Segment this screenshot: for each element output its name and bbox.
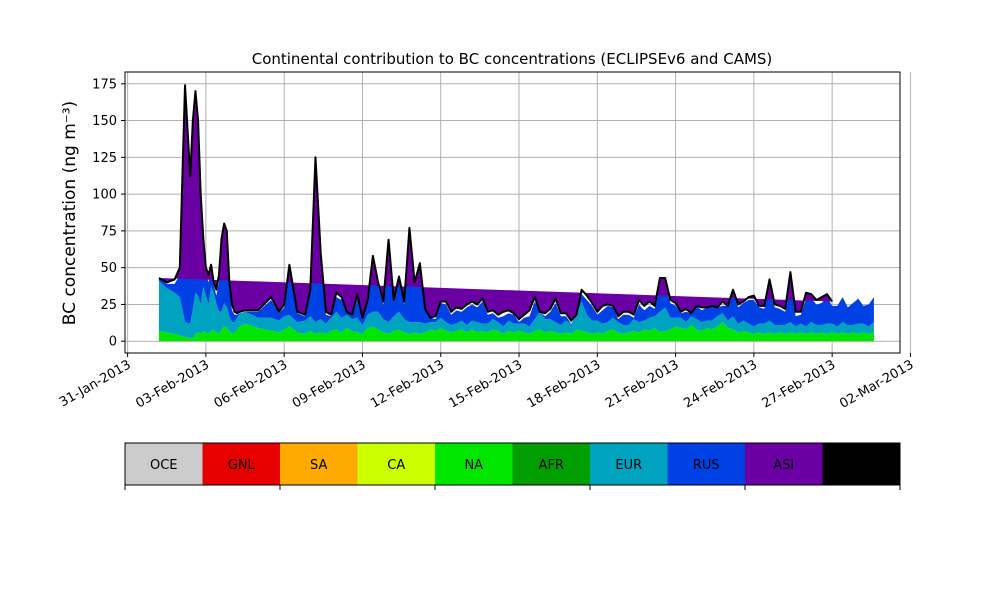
- chart-title: Continental contribution to BC concentra…: [252, 50, 773, 68]
- y-axis: 0 25 50 75 100 125 150 175: [92, 77, 125, 350]
- total-line-layer: [158, 84, 833, 322]
- legend-label-asi: ASI: [773, 458, 794, 473]
- area-eur: [158, 280, 874, 339]
- total-line: [158, 84, 833, 322]
- x-axis: 31-Jan-2013 03-Feb-2013 06-Feb-2013 09-Feb-…: [57, 353, 916, 412]
- legend-swatch-sa: [280, 443, 358, 485]
- legend-swatch-na: [435, 443, 513, 485]
- x-tick-label: 02-Mar-2013: [837, 357, 916, 411]
- x-tick-label: 27-Feb-2013: [760, 357, 839, 411]
- x-tick-label: 03-Feb-2013: [133, 357, 212, 411]
- y-tick-label: 175: [92, 77, 117, 92]
- legend-swatch-gnl: [202, 443, 280, 485]
- legend-swatch-rus: [667, 443, 745, 485]
- x-tick-label: 09-Feb-2013: [290, 357, 369, 411]
- legend-label-rus: RUS: [693, 458, 720, 473]
- legend-swatch-aus: [822, 443, 900, 485]
- legend-label-na: NA: [464, 458, 483, 473]
- legend-swatch-asi: [745, 443, 823, 485]
- x-tick-label: 15-Feb-2013: [446, 357, 525, 411]
- legend-swatch-ca: [357, 443, 435, 485]
- legend-swatch-oce: [125, 443, 203, 485]
- stacked-areas: [158, 85, 874, 342]
- legend-swatch-afr: [512, 443, 590, 485]
- x-tick-label: 31-Jan-2013: [57, 357, 134, 410]
- legend-label-oce: OCE: [150, 458, 178, 473]
- legend-label-eur: EUR: [615, 458, 642, 473]
- x-tick-label: 18-Feb-2013: [525, 357, 604, 411]
- y-tick-label: 75: [100, 224, 117, 239]
- x-tick-label: 06-Feb-2013: [212, 357, 291, 411]
- y-tick-label: 125: [92, 151, 117, 166]
- y-tick-label: 25: [100, 298, 117, 313]
- legend-label-aus: AUS: [848, 458, 875, 473]
- legend-label-sa: SA: [310, 458, 327, 473]
- x-tick-label: 24-Feb-2013: [681, 357, 760, 411]
- x-tick-label: 12-Feb-2013: [368, 357, 447, 411]
- plot-frame: [124, 71, 901, 354]
- legend-label-afr: AFR: [539, 458, 564, 473]
- y-tick-label: 100: [92, 188, 117, 203]
- x-tick-label: 21-Feb-2013: [603, 357, 682, 411]
- y-axis-label: BC concentration (ng m⁻³): [60, 101, 80, 325]
- legend: OCE GNL SA CA NA AFR EUR RUS ASI AUS: [124, 442, 901, 490]
- legend-label-ca: CA: [387, 458, 405, 473]
- y-tick-label: 150: [92, 114, 117, 129]
- legend-label-gnl: GNL: [228, 458, 256, 473]
- y-tick-label: 0: [109, 335, 117, 350]
- legend-swatch-eur: [590, 443, 668, 485]
- area-rus: [158, 101, 874, 327]
- y-tick-label: 50: [100, 261, 117, 276]
- legend-frame: [124, 442, 901, 486]
